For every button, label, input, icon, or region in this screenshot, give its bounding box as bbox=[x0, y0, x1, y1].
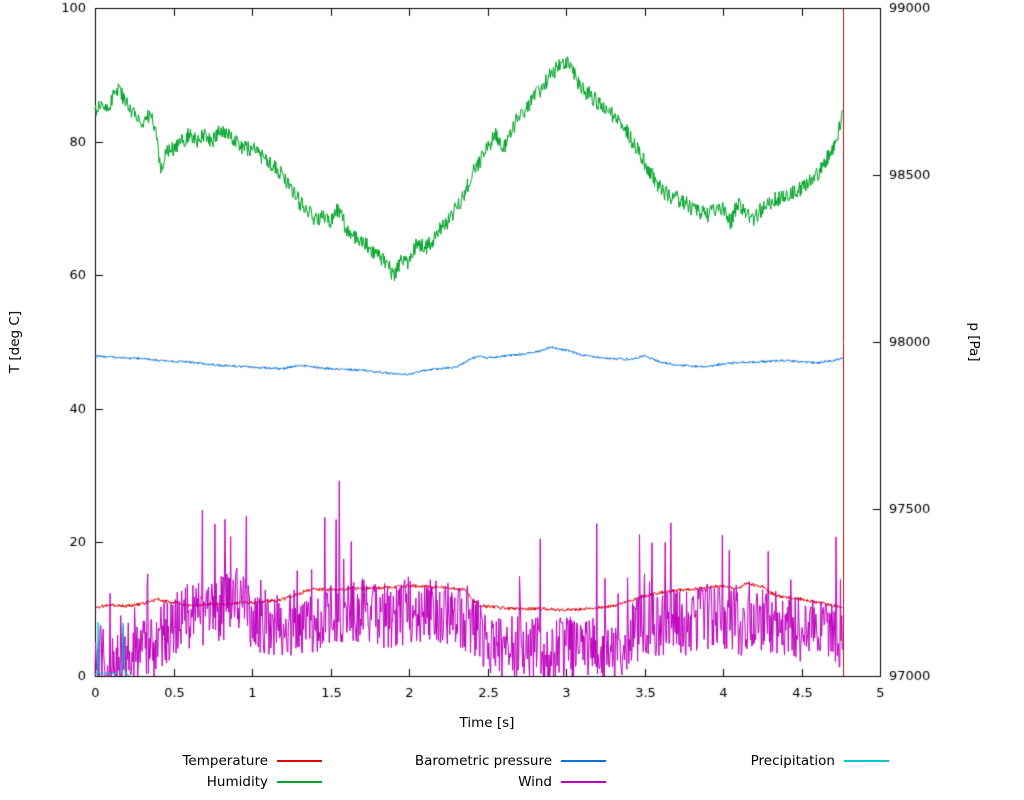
legend-label-humidity: Humidity bbox=[206, 773, 268, 790]
legend-column-3: Precipitation bbox=[634, 750, 889, 771]
legend-column-2: Barometric pressure Wind bbox=[330, 750, 606, 792]
legend-label-wind: Wind bbox=[518, 773, 552, 790]
legend-line-pressure bbox=[561, 759, 606, 762]
legend: Temperature Humidity Barometric pressure… bbox=[0, 750, 1024, 796]
legend-line-precipitation bbox=[844, 759, 889, 762]
right-axis-label: p [Pa] bbox=[966, 322, 982, 362]
x-axis-label: Time [s] bbox=[459, 715, 515, 731]
legend-entry-humidity: Humidity bbox=[40, 771, 322, 792]
legend-line-wind bbox=[561, 780, 606, 783]
legend-line-humidity bbox=[277, 780, 322, 783]
legend-label-precipitation: Precipitation bbox=[750, 752, 835, 769]
legend-entry-temperature: Temperature bbox=[40, 750, 322, 771]
legend-column-1: Temperature Humidity bbox=[40, 750, 322, 792]
legend-label-temperature: Temperature bbox=[182, 752, 268, 769]
left-axis-label: T [deg C] bbox=[7, 310, 23, 374]
legend-entry-wind: Wind bbox=[330, 771, 606, 792]
legend-entry-precipitation: Precipitation bbox=[634, 750, 889, 771]
legend-label-pressure: Barometric pressure bbox=[414, 752, 552, 769]
legend-entry-pressure: Barometric pressure bbox=[330, 750, 606, 771]
legend-line-temperature bbox=[277, 759, 322, 762]
